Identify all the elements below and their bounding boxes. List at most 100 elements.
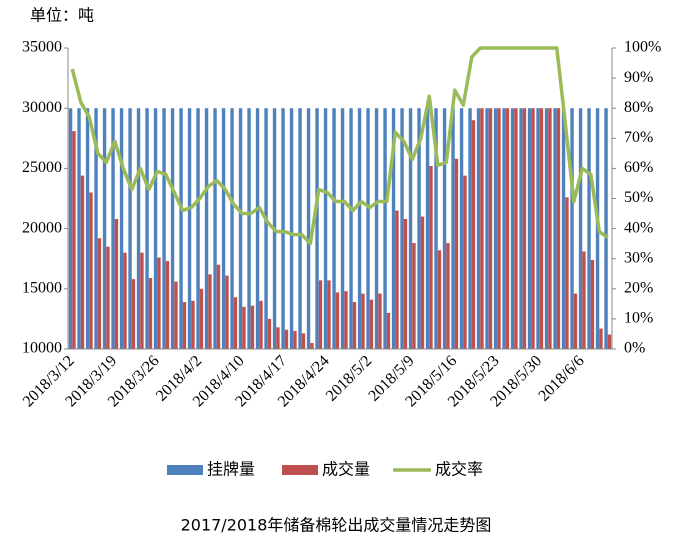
bar: [590, 259, 595, 349]
bar: [114, 218, 119, 349]
y2-tick-label: 100%: [624, 39, 661, 56]
bar: [497, 108, 501, 349]
bar: [264, 108, 268, 349]
bar: [213, 108, 217, 349]
bar: [425, 108, 430, 349]
bar: [293, 330, 297, 349]
bar: [174, 281, 178, 349]
bar: [395, 210, 399, 349]
y2-tick-label: 70%: [624, 129, 653, 146]
bar: [548, 108, 552, 349]
bar: [204, 108, 209, 349]
bar: [607, 334, 612, 349]
bar: [403, 218, 408, 349]
bar: [536, 108, 540, 349]
bar: [208, 274, 212, 349]
bar: [505, 108, 510, 349]
bar: [247, 108, 251, 349]
bar: [480, 108, 484, 349]
bar: [502, 108, 506, 349]
bar: [519, 108, 523, 349]
bar: [68, 108, 73, 349]
bar: [94, 108, 98, 349]
bar: [85, 108, 90, 349]
bar: [140, 252, 144, 349]
bar: [89, 192, 93, 349]
bar: [119, 108, 124, 349]
x-tick-label: 2018/5/2: [323, 352, 375, 404]
bar: [106, 246, 110, 349]
bar: [259, 300, 263, 349]
bar: [476, 108, 481, 349]
bar: [216, 264, 221, 349]
bar: [233, 297, 238, 349]
bar: [434, 108, 438, 349]
bar: [267, 318, 272, 349]
bar: [327, 280, 331, 349]
bar: [488, 108, 493, 349]
y2-tick-label: 40%: [624, 219, 653, 236]
bar: [136, 108, 141, 349]
bar: [77, 108, 81, 349]
legend-swatch: [282, 465, 318, 475]
bar: [374, 108, 379, 349]
bar: [72, 131, 76, 349]
bar: [306, 108, 311, 349]
bar: [323, 108, 328, 349]
bar: [383, 108, 387, 349]
bar: [250, 305, 255, 349]
bar: [276, 327, 280, 349]
bar: [162, 108, 166, 349]
bar: [587, 108, 591, 349]
bar: [145, 108, 149, 349]
bar: [361, 293, 365, 349]
bar: [131, 279, 136, 349]
bar: [437, 250, 442, 349]
bar: [408, 108, 413, 349]
legend-label: 成交量: [322, 460, 370, 479]
bar: [471, 120, 476, 350]
bar: [510, 108, 515, 349]
bar: [539, 108, 544, 349]
bar: [335, 292, 340, 349]
y-tick-label: 30000: [22, 99, 62, 116]
bar: [284, 329, 289, 349]
bar: [199, 288, 204, 349]
bar: [531, 108, 535, 349]
bar: [386, 312, 391, 349]
bar: [128, 108, 132, 349]
y2-tick-label: 20%: [624, 279, 653, 296]
bar: [561, 108, 566, 349]
bar: [165, 261, 170, 349]
bar: [573, 293, 578, 349]
y2-tick-label: 80%: [624, 99, 653, 116]
bar: [454, 158, 459, 349]
bar: [527, 108, 532, 349]
bar: [123, 252, 127, 349]
bar: [391, 108, 396, 349]
bar: [196, 108, 200, 349]
y2-tick-label: 0%: [624, 340, 645, 357]
bar: [420, 216, 425, 349]
line: [70, 46, 609, 246]
bar: [191, 300, 195, 349]
y2-tick-label: 50%: [624, 189, 653, 206]
y2-tick-label: 30%: [624, 249, 653, 266]
bar: [429, 165, 433, 349]
bar: [400, 108, 404, 349]
legend-label: 挂牌量: [207, 460, 255, 479]
bar: [352, 302, 357, 349]
bar: [157, 257, 161, 349]
legend-label: 成交率: [435, 460, 483, 479]
y-tick-label: 20000: [22, 219, 62, 236]
x-tick-label: 2018/6/6: [535, 352, 587, 404]
bar: [255, 108, 260, 349]
bar: [80, 175, 85, 349]
chart-title: 2017/2018年储备棉轮出成交量情况走势图: [181, 516, 492, 535]
bar: [582, 251, 586, 349]
bar: [332, 108, 336, 349]
bar: [111, 108, 115, 349]
bar: [604, 108, 608, 349]
bar: [182, 302, 187, 349]
